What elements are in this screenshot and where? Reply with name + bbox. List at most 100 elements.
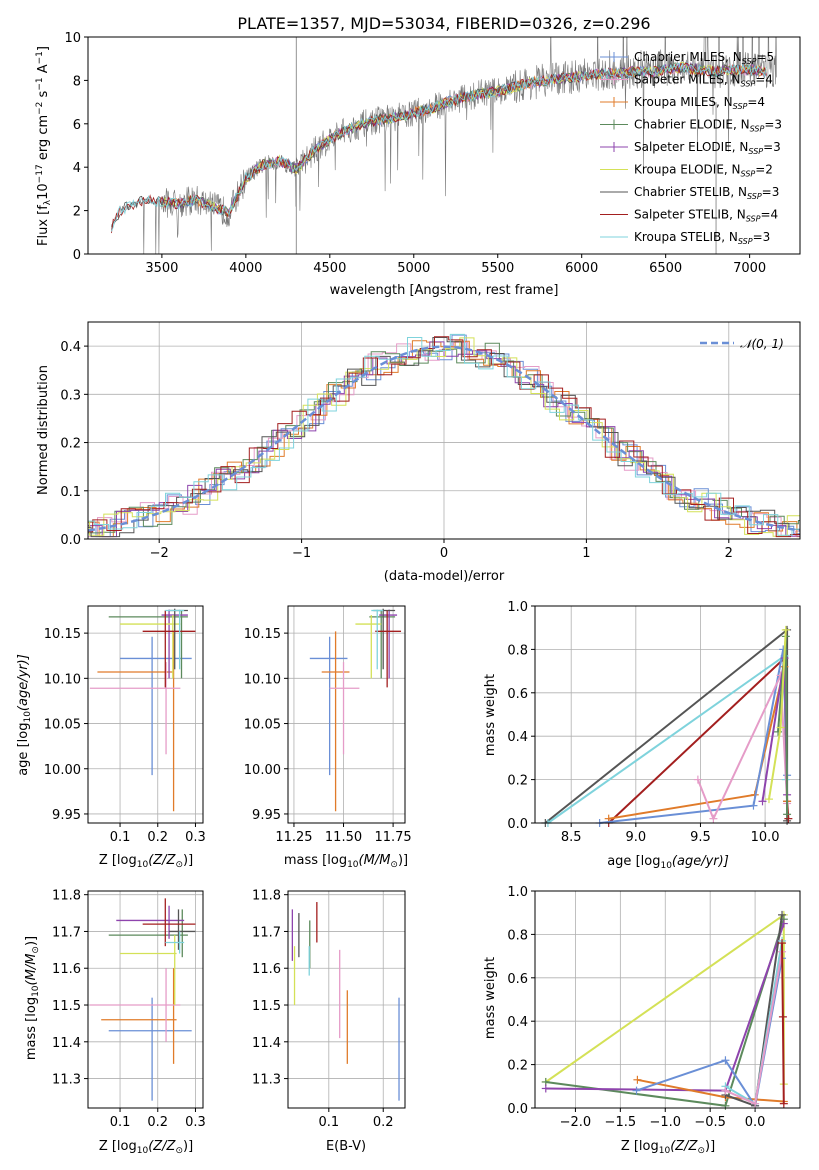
z-mass-x-label: Z [log10(Z/Z⊙)] [99,1139,193,1156]
y-tick-label: 11.4 [252,1036,281,1051]
age-weight-plot-area: 8.5 9.0 9.5 10.0 0.0 0.2 0.4 0.6 0.8 1.0 [507,600,801,845]
errorbar-chabrier-stelib [169,608,188,670]
residual-plot-area: −2 −1 0 1 2 0.0 0.1 0.2 0.3 0.4 [60,321,801,561]
weight-line [696,674,789,822]
weight-series-salpeter-stelib [778,939,788,1108]
x-tick-label: 0.1 [110,1115,131,1130]
y-tick-label: 0.4 [507,1015,528,1030]
y-tick-label: 0.0 [507,817,528,832]
x-tick-label: 8.5 [561,830,582,845]
residual-legend: 𝒩(0, 1) [700,337,784,351]
z-age-y-label: age [log10(age/yr)] [16,654,33,776]
errorbar-chabrier-stelib [373,608,396,670]
errorbar-kroupa-miles [101,968,177,1064]
x-tick-label: 1 [582,546,590,561]
z-age-x-label: Z [log10(Z/Z⊙)] [99,853,193,870]
y-tick-label: 0.2 [507,1059,528,1074]
legend-label-chabrier-stelib: Chabrier STELIB, NSSP=3 [634,185,779,201]
model-spectrum-salpeter-stelib [111,62,767,234]
y-tick-label: 10.10 [44,672,81,687]
age-weight-panel: 8.5 9.0 9.5 10.0 0.0 0.2 0.4 0.6 0.8 1.0 age [log… [483,600,801,871]
axes-frame [534,605,801,824]
y-tick-label: 9.95 [252,808,281,823]
x-tick-label: 0.3 [185,830,206,845]
z-mass-panel: 0.1 0.2 0.3 11.3 11.4 11.5 11.6 11.7 11.8 Z [log… [24,889,206,1156]
axes-frame [534,890,801,1109]
residual-x-label: (data-model)/error [384,569,505,584]
x-tick-label: 10.0 [751,830,780,845]
x-tick-label: 0.0 [745,1115,766,1130]
y-tick-label: 10.00 [44,763,81,778]
axes-frame [87,605,204,824]
axes-frame [87,890,204,1109]
x-tick-label: 0.1 [110,830,131,845]
z-weight-y-label: mass weight [483,957,498,1039]
x-tick-label: −1.5 [605,1115,637,1130]
spectrum-plot-area: 3500 4000 4500 5000 5500 6000 6500 7000 0 2 4 6 8 10 [64,31,801,276]
y-tick-label: 10.05 [44,718,81,733]
x-tick-label: −1 [292,546,311,561]
weight-series-kroupa-elodie [764,625,790,804]
y-tick-label: 0.2 [60,437,81,452]
errorbar-kroupa-miles [321,631,350,812]
y-tick-label: 11.7 [252,925,281,940]
weight-series-kroupa-stelib [721,936,787,1108]
z-weight-x-label: Z [log10(Z/Z⊙)] [621,1139,715,1156]
mass-age-plot-area: 11.25 11.50 11.75 9.95 10.00 10.05 10.10 10.15 [244,605,412,845]
ebv-mass-plot-area: 0.1 0.2 11.3 11.4 11.5 11.6 11.7 11.8 [252,889,406,1130]
legend-label-chabrier-elodie: Chabrier ELODIE, NSSP=3 [634,118,782,134]
model-spectrum-kroupa-stelib [111,62,767,232]
y-tick-label: 1.0 [507,600,528,615]
x-tick-label: 0.2 [373,1115,394,1130]
y-tick-label: 0.4 [507,730,528,745]
model-spectrum-kroupa-elodie [161,61,767,217]
y-tick-label: 11.6 [52,962,81,977]
y-tick-label: 9.95 [52,808,81,823]
x-tick-label: 0.3 [185,1115,206,1130]
gaussian-legend-label: 𝒩(0, 1) [740,337,784,351]
z-weight-plot-area: −2.0 −1.5 −1.0 −0.5 0.0 0.0 0.2 0.4 0.6 0.8 1.0 [507,885,801,1130]
weight-line [545,912,785,1085]
weight-series-kroupa-stelib [543,651,790,827]
x-tick-label: 2 [725,546,733,561]
spectrum-panel: PLATE=1357, MJD=53034, FIBERID=0326, z=0… [35,14,801,298]
residual-panel: −2 −1 0 1 2 0.0 0.1 0.2 0.3 0.4 (data-model)/erro… [36,321,801,584]
weight-line [545,918,785,1107]
errorbar-kroupa-stelib [165,609,185,670]
histogram-salpeter-elodie [88,341,800,538]
y-tick-label: 0.6 [507,687,528,702]
y-tick-label: 0.8 [507,928,528,943]
errorbar-kroupa-elodie [120,615,181,679]
y-tick-label: 0.0 [507,1102,528,1117]
errorbar-kroupa-stelib [371,609,384,670]
weight-series-salpeter-miles [693,671,792,823]
errorbar-chabrier-elodie [108,610,188,679]
y-tick-label: 10.00 [244,763,281,778]
y-tick-label: 0.8 [507,643,528,658]
z-age-panel: 0.1 0.2 0.3 9.95 10.00 10.05 10.10 10.15 Z [log… [16,605,206,870]
y-tick-label: 2 [73,205,81,220]
weight-series-chabrier-stelib [541,625,792,827]
errorbar-salpeter-elodie [116,905,185,939]
x-tick-label: 7000 [733,261,766,276]
y-tick-label: 4 [73,161,81,176]
x-tick-label: −2.0 [560,1115,592,1130]
spectrum-legend: Chabrier MILES, NSSP=5 Salpeter MILES, NS… [600,50,782,246]
y-tick-label: 11.6 [252,962,281,977]
y-tick-label: 10.05 [244,718,281,733]
legend-label-kroupa-miles: Kroupa MILES, NSSP=4 [634,95,765,111]
y-tick-label: 11.5 [252,999,281,1014]
z-age-plot-area: 0.1 0.2 0.3 9.95 10.00 10.05 10.10 10.15 [44,605,206,845]
histogram-chabrier-elodie [88,342,800,534]
x-tick-label: 11.25 [275,830,312,845]
mass-age-panel: 11.25 11.50 11.759.9510.0010.0510.1010.15 … [244,605,412,870]
gaussian-curve [88,345,800,532]
axes-frame [287,605,406,824]
x-tick-label: 11.75 [374,830,411,845]
errorbar-kroupa-elodie [120,935,177,1006]
weight-line [544,627,789,824]
ebv-mass-x-label: E(B-V) [326,1139,366,1154]
y-tick-label: 0.3 [60,388,81,403]
errorbar-salpeter-stelib [142,610,196,688]
